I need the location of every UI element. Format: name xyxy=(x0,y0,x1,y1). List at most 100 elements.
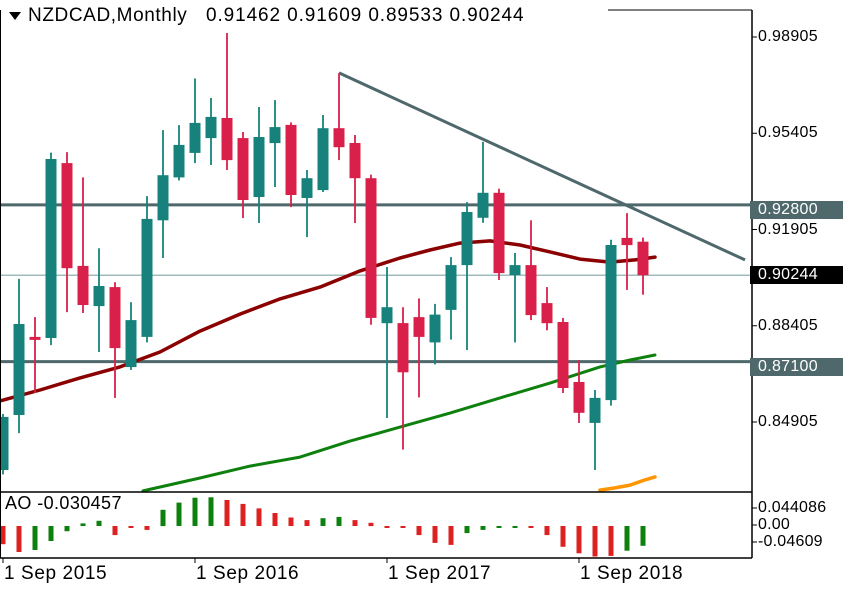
ao-histogram-bar xyxy=(384,526,390,528)
price-level-badge: 0.92800 xyxy=(750,200,843,219)
ao-histogram-bar xyxy=(352,520,358,526)
ao-histogram-bar xyxy=(32,526,38,550)
ao-histogram-bar xyxy=(592,526,598,557)
time-axis-label: 1 Sep 2015 xyxy=(4,563,108,584)
candle-body xyxy=(141,218,153,337)
ao-histogram-bar xyxy=(512,526,518,528)
candle-body xyxy=(301,178,313,198)
indicator-axis-label: 0.044086 xyxy=(758,499,827,516)
ao-histogram-bar xyxy=(256,508,262,526)
candle-body xyxy=(221,118,233,161)
price-axis-label: 0.91905 xyxy=(758,220,818,238)
candle-body xyxy=(237,138,249,200)
ao-histogram-bar xyxy=(96,520,102,526)
ao-histogram-bar xyxy=(208,497,214,526)
indicator-axis-label: 0.00 xyxy=(758,516,790,533)
ao-histogram-bar xyxy=(272,513,278,526)
ao-histogram-bar xyxy=(128,526,134,528)
ao-histogram-bar xyxy=(576,526,582,554)
candle-body xyxy=(349,143,361,179)
ao-histogram-bar xyxy=(288,517,294,526)
candle-body xyxy=(445,265,457,310)
candle-body xyxy=(413,317,425,337)
ao-histogram-bar xyxy=(16,526,22,552)
ao-histogram-bar xyxy=(224,500,230,526)
candle-body xyxy=(477,192,489,218)
chart-title-symbol: NZDCAD,Monthly xyxy=(28,5,188,26)
time-axis-label: 1 Sep 2017 xyxy=(388,563,492,584)
time-axis-label: 1 Sep 2018 xyxy=(580,563,684,584)
candle-body xyxy=(317,128,329,191)
candle-body xyxy=(605,245,617,401)
candle-body xyxy=(0,416,9,470)
ao-histogram-bar xyxy=(608,526,614,556)
ao-histogram-bar xyxy=(464,526,470,534)
ao-histogram-bar xyxy=(48,526,54,541)
candle-body xyxy=(557,322,569,388)
candle-body xyxy=(541,303,553,324)
ao-histogram-bar xyxy=(240,503,246,526)
ao-histogram-bar xyxy=(416,526,422,536)
candle-body xyxy=(285,124,297,195)
ao-histogram-bar xyxy=(112,526,118,536)
price-axis-label: 0.95405 xyxy=(758,124,818,142)
time-axis-label: 1 Sep 2016 xyxy=(196,563,300,584)
candle-body xyxy=(61,163,73,269)
candle-body xyxy=(269,127,281,144)
candle-body xyxy=(493,192,505,274)
candle-body xyxy=(125,320,137,368)
candle-body xyxy=(509,265,521,275)
descending-trendline[interactable] xyxy=(338,71,746,262)
candle-body xyxy=(45,159,57,338)
ao-histogram-bar xyxy=(448,526,454,545)
ao-histogram-bar xyxy=(64,526,70,532)
ao-histogram-bar xyxy=(544,526,550,536)
ao-histogram-bar xyxy=(368,522,374,527)
indicator-axis-label: -0.04609 xyxy=(758,533,823,550)
ao-histogram-bar xyxy=(496,526,502,528)
ao-histogram-bar xyxy=(560,526,566,547)
ao-histogram-bar xyxy=(640,526,646,546)
price-axis-label: 0.88405 xyxy=(758,316,818,334)
ao-histogram-bar xyxy=(528,526,534,528)
candle-body xyxy=(365,178,377,318)
candle-body xyxy=(461,212,473,266)
ao-histogram-bar xyxy=(624,526,630,551)
candle-body xyxy=(173,144,185,178)
ma-short-orange-line xyxy=(598,475,657,492)
candle-body xyxy=(29,336,41,340)
ao-histogram-bar xyxy=(400,526,406,528)
ao-histogram-bar xyxy=(176,502,182,526)
candle-body xyxy=(589,397,601,423)
candle-body xyxy=(189,122,201,153)
ao-histogram-bar xyxy=(80,523,86,526)
candle-body xyxy=(157,175,169,221)
candle-body xyxy=(621,237,633,246)
candle-body xyxy=(93,286,105,307)
ao-histogram-bar xyxy=(320,518,326,526)
candle-body xyxy=(525,265,537,316)
candle-body xyxy=(573,382,585,413)
candle-body xyxy=(637,241,649,276)
candle-body xyxy=(381,307,393,324)
price-level-badge: 0.90244 xyxy=(750,266,843,285)
dropdown-triangle-icon[interactable] xyxy=(9,12,21,20)
ao-histogram-bar xyxy=(432,526,438,543)
price-axis-label: 0.98905 xyxy=(758,28,818,45)
candle-body xyxy=(13,324,25,415)
ao-histogram-bar xyxy=(304,520,310,526)
ao-histogram-bar xyxy=(144,526,150,530)
candle-body xyxy=(109,287,121,349)
ao-histogram-bar xyxy=(192,497,198,526)
price-axis-label: 0.84905 xyxy=(758,413,818,430)
ao-histogram-bar xyxy=(480,526,486,530)
chart-title-ohlc: 0.91462 0.91609 0.89533 0.90244 xyxy=(206,5,525,26)
indicator-name-value: AO -0.030457 xyxy=(5,493,122,513)
candle-body xyxy=(429,314,441,343)
ao-histogram-bar xyxy=(160,509,166,527)
candle-body xyxy=(205,116,217,139)
candle-body xyxy=(253,137,265,197)
price-level-badge: 0.87100 xyxy=(750,357,843,376)
